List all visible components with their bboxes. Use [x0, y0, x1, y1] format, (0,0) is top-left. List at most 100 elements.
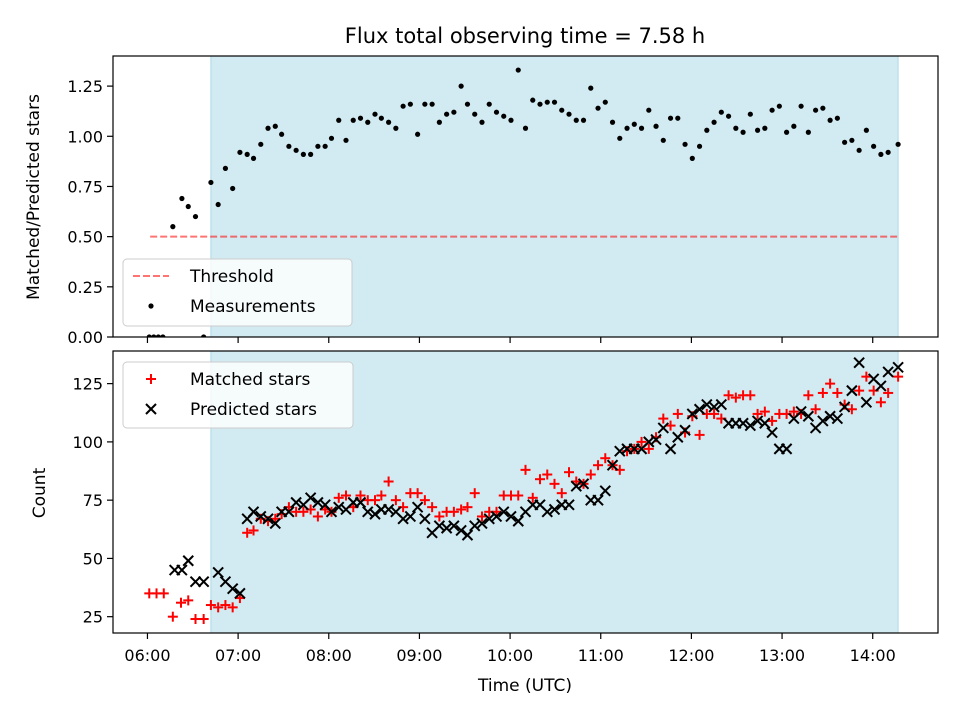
matched-star-point — [175, 597, 186, 608]
matched-star-point — [564, 467, 575, 478]
measurement-point — [237, 149, 243, 155]
matched-star-point — [376, 490, 387, 501]
matched-star-point — [658, 413, 669, 424]
x-b — [369, 508, 381, 520]
x-b — [701, 398, 713, 411]
measurement-point — [609, 119, 616, 125]
predicted-star-point — [283, 506, 295, 518]
predicted-star-point — [362, 506, 374, 518]
x-b — [795, 405, 807, 418]
predicted-star-point — [197, 576, 210, 588]
y-tick-label: 0.75 — [67, 177, 103, 196]
predicted-star-point — [693, 403, 706, 415]
measurement-point — [179, 195, 185, 202]
measurement-point — [885, 149, 891, 155]
x-b — [744, 419, 757, 432]
measurement-point — [842, 139, 848, 145]
measurement-point — [769, 107, 775, 113]
matched-star-point — [205, 600, 216, 611]
measurement-point — [834, 115, 840, 121]
predicted-star-point — [541, 506, 553, 518]
predicted-star-point — [780, 443, 793, 455]
measurement-point — [667, 115, 674, 121]
predicted-star-point — [247, 506, 260, 518]
x-b — [737, 417, 749, 429]
x-b — [145, 403, 157, 415]
legend-label: Threshold — [189, 267, 274, 287]
x-b — [455, 524, 467, 537]
matched-star-point — [709, 408, 720, 419]
measurement-point — [322, 143, 328, 149]
predicted-star-point — [369, 508, 381, 520]
legend-label: Predicted stars — [190, 400, 317, 420]
x-b — [664, 443, 677, 455]
x-b — [382, 503, 395, 516]
matched-star-point — [542, 469, 553, 480]
measurement-point — [501, 113, 507, 119]
measurement-point — [733, 125, 739, 131]
measurement-point — [357, 115, 364, 121]
x-b — [490, 510, 503, 523]
predicted-star-point — [505, 510, 517, 523]
measurement-point — [631, 121, 637, 127]
predicted-star-point — [650, 433, 662, 446]
x-tick-label: 10:00 — [487, 646, 533, 665]
predicted-star-point — [686, 408, 699, 420]
measurement-point — [653, 123, 659, 129]
measurement-point — [588, 85, 594, 91]
measurement-point — [493, 109, 500, 115]
x-b — [255, 510, 267, 523]
measurement-point — [718, 109, 724, 115]
x-b — [433, 520, 446, 532]
x-b — [599, 485, 611, 497]
x-tick-label: 11:00 — [578, 646, 624, 665]
measurement-point — [754, 127, 761, 133]
measurement-point — [222, 165, 229, 171]
x-b — [234, 587, 246, 600]
predicted-star-point — [490, 510, 503, 523]
legend-predicted-marker — [145, 403, 157, 415]
predicted-star-point — [433, 520, 446, 532]
matched-star-point — [636, 436, 647, 447]
predicted-star-point — [708, 401, 720, 413]
predicted-star-point — [333, 501, 345, 513]
x-b — [333, 501, 345, 513]
x-b — [440, 522, 453, 534]
measurement-point — [308, 151, 314, 157]
measurement-point — [646, 107, 652, 113]
measurement-point — [827, 117, 833, 123]
measurement-point — [895, 141, 901, 147]
x-b — [831, 412, 844, 425]
measurement-point — [580, 117, 587, 123]
x-b — [197, 576, 210, 588]
measurement-point — [725, 113, 732, 119]
predicted-star-point — [419, 513, 431, 525]
x-b — [283, 506, 295, 518]
measurement-point — [573, 117, 579, 123]
predicted-star-point — [824, 410, 836, 422]
predicted-star-point — [461, 529, 474, 541]
matched-star-point — [810, 404, 821, 415]
measurement-point — [682, 141, 688, 147]
measurement-point — [624, 125, 630, 131]
predicted-star-point — [325, 506, 338, 518]
predicted-star-point — [483, 513, 495, 525]
x-b — [860, 396, 873, 408]
x-b — [448, 520, 460, 532]
x-b — [780, 443, 793, 455]
x-axis-label: Time (UTC) — [477, 676, 572, 696]
x-tick-label: 06:00 — [124, 646, 170, 665]
matched-star-point — [593, 460, 604, 471]
matched-star-point — [846, 404, 857, 415]
predicted-star-point — [440, 522, 453, 534]
matched-star-point — [412, 488, 423, 499]
predicted-star-point — [846, 384, 858, 397]
measurement-point — [265, 125, 271, 131]
y-tick-label: 1.25 — [67, 77, 103, 96]
predicted-star-point — [606, 459, 619, 471]
matched-star-point — [456, 504, 467, 515]
measurement-point — [871, 143, 877, 149]
predicted-star-point — [643, 436, 655, 448]
predicted-star-point — [715, 398, 728, 411]
matched-star-point — [248, 525, 259, 536]
